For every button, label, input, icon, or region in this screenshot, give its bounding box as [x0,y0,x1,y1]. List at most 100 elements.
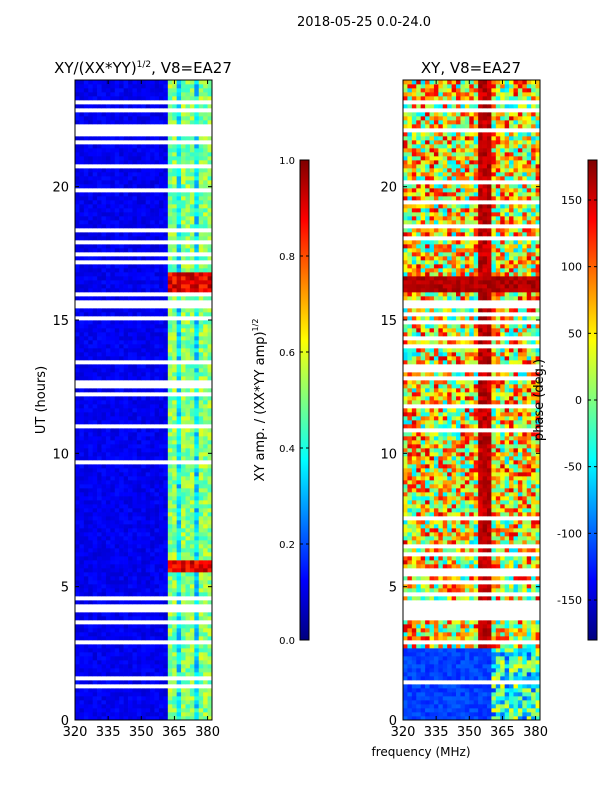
amplitude-cell [105,516,111,521]
amplitude-cell [194,616,200,621]
amplitude-cell [158,288,164,293]
amplitude-cell [145,668,151,673]
amplitude-cell [128,508,133,513]
amplitude-cell [110,544,116,549]
amplitude-cell [75,496,80,501]
amplitude-cell [114,496,120,501]
amplitude-cell [154,316,160,321]
amplitude-cell [141,132,147,137]
amplitude-cell [128,372,133,377]
amplitude-cell [123,368,129,373]
amplitude-cell [119,500,124,505]
amplitude-cell [92,684,98,689]
amplitude-cell [136,608,142,613]
amplitude-cell [189,328,195,333]
amplitude-cell [114,508,120,513]
amplitude-cell [97,408,102,413]
amplitude-cell [185,280,191,285]
amplitude-cell [163,424,169,429]
amplitude-cell [176,264,182,269]
amplitude-cell [163,252,169,257]
amplitude-cell [158,604,164,609]
amplitude-cell [150,616,155,621]
amplitude-cell [141,192,147,197]
amplitude-cell [207,180,213,185]
amplitude-cell [207,276,213,281]
amplitude-cell [185,212,191,217]
amplitude-cell [194,352,200,357]
amplitude-cell [110,256,116,261]
amplitude-cell [172,276,177,281]
amplitude-cell [123,612,129,617]
amplitude-cell [123,220,129,225]
amplitude-cell [128,704,133,709]
amplitude-cell [181,400,186,405]
amplitude-cell [136,528,142,533]
amplitude-cell [136,84,142,89]
amplitude-cell [172,172,177,177]
amplitude-cell [207,428,213,433]
amplitude-cell [92,544,98,549]
amplitude-cell [185,236,191,241]
amplitude-cell [79,416,85,421]
amplitude-cell [75,492,80,497]
amplitude-cell [145,596,151,601]
amplitude-cell [189,416,195,421]
amplitude-cell [92,148,98,153]
amplitude-cell [207,420,213,425]
amplitude-cell [203,84,208,89]
amplitude-cell [132,300,138,305]
amplitude-cell [114,560,120,565]
amplitude-cell [101,244,107,249]
amplitude-cell [119,272,124,277]
amplitude-cell [119,92,124,97]
amplitude-cell [172,580,177,585]
amplitude-cell [110,380,116,385]
amplitude-cell [123,116,129,121]
amplitude-cell [145,336,151,341]
amplitude-cell [150,468,155,473]
amplitude-cell [145,404,151,409]
amplitude-cell [114,280,120,285]
amplitude-cell [110,240,116,245]
amplitude-cell [154,556,160,561]
amplitude-cell [163,300,169,305]
amplitude-cell [83,260,89,265]
amplitude-cell [97,664,102,669]
amplitude-cell [101,448,107,453]
amplitude-cell [136,500,142,505]
amplitude-cell [145,464,151,469]
amplitude-cell [198,336,204,341]
amplitude-cell [154,436,160,441]
amplitude-cell [150,84,155,89]
amplitude-cell [167,672,173,677]
amplitude-cell [181,324,186,329]
amplitude-cell [198,284,204,289]
amplitude-cell [97,472,102,477]
amplitude-cell [123,168,129,173]
amplitude-cell [163,132,169,137]
amplitude-cell [181,716,186,721]
amplitude-cell [88,616,94,621]
amplitude-cell [176,116,182,121]
amplitude-cell [145,504,151,509]
amplitude-cell [163,648,169,653]
amplitude-cell [119,532,124,537]
amplitude-cell [97,468,102,473]
amplitude-cell [194,432,200,437]
amplitude-cell [128,200,133,205]
amplitude-cell [88,420,94,425]
amplitude-cell [189,644,195,649]
amplitude-cell [97,392,102,397]
amplitude-cell [88,108,94,113]
amplitude-cell [114,672,120,677]
amplitude-cell [97,404,102,409]
amplitude-cell [150,168,155,173]
amplitude-cell [75,264,80,269]
amplitude-cell [123,528,129,533]
amplitude-cell [83,92,89,97]
amplitude-cell [172,484,177,489]
amplitude-cell [101,460,107,465]
amplitude-cell [105,288,111,293]
